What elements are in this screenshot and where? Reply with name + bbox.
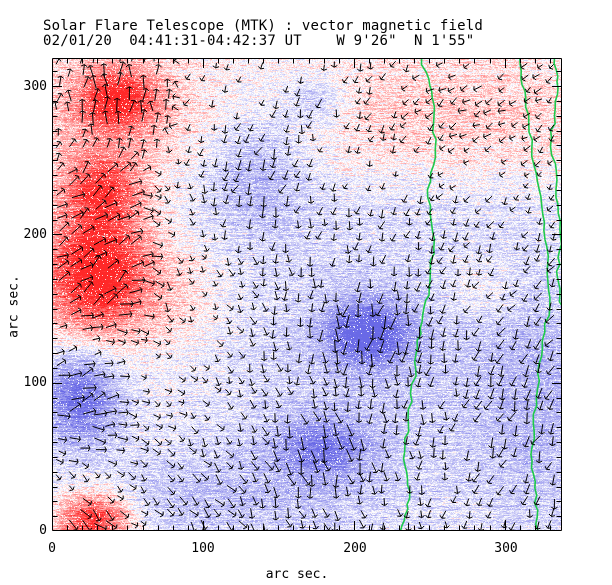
x-axis-tick-label: 100: [191, 541, 215, 556]
y-axis-tick-label: 300: [23, 79, 47, 94]
y-axis-tick-label: 200: [23, 227, 47, 242]
observation-subtitle: 02/01/20 04:41:31-04:42:37 UT W 9'26" N …: [43, 33, 475, 49]
x-axis-label: arc sec.: [265, 567, 329, 582]
x-axis-tick-label: 0: [48, 541, 56, 556]
page-title: Solar Flare Telescope (MTK) : vector mag…: [43, 18, 484, 34]
y-axis-label: arc sec.: [6, 275, 22, 338]
y-axis-tick-label: 0: [39, 523, 47, 538]
x-axis-tick-label: 200: [343, 541, 367, 556]
x-axis-tick-label: 300: [494, 541, 518, 556]
y-axis-tick-label: 100: [23, 375, 47, 390]
vector-magnetic-field-plot: [52, 58, 562, 531]
